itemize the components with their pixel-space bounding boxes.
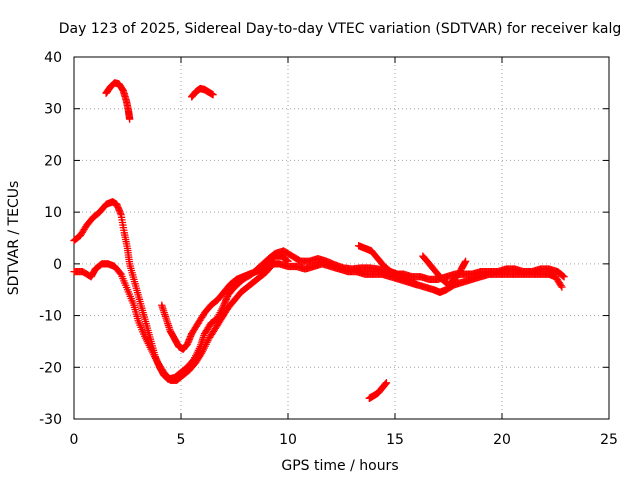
x-axis: 0 5 10 15 20 25 <box>70 57 618 448</box>
y-tick-label: 0 <box>53 257 62 273</box>
data-point <box>560 273 568 281</box>
plot-area <box>73 56 610 420</box>
x-tick-label: 25 <box>600 432 618 448</box>
grid <box>74 57 609 419</box>
data-point <box>283 256 291 265</box>
series-arc-high-descending <box>70 198 568 383</box>
data-point <box>382 379 391 387</box>
data-point <box>558 283 566 291</box>
y-tick-label: 30 <box>44 102 62 118</box>
data-point <box>412 280 421 289</box>
data-point <box>461 257 470 265</box>
x-axis-label: GPS time / hours <box>281 458 398 474</box>
series-arc-late-rise <box>419 252 470 289</box>
data-point <box>559 272 567 280</box>
y-axis-label: SDTVAR / TECUs <box>6 181 22 296</box>
x-tick-label: 0 <box>70 432 79 448</box>
x-tick-label: 20 <box>493 432 511 448</box>
chart-title: Day 123 of 2025, Sidereal Day-to-day VTE… <box>59 21 621 37</box>
y-tick-label: -10 <box>39 309 62 325</box>
series-arc-upper-early <box>102 79 134 123</box>
series-arc-mid-dip <box>158 252 292 353</box>
y-tick-label: 40 <box>44 50 62 66</box>
y-tick-label: -30 <box>39 412 62 428</box>
data-point <box>284 257 292 265</box>
x-tick-label: 5 <box>177 432 186 448</box>
data-points <box>70 79 568 402</box>
y-tick-label: 20 <box>44 153 62 169</box>
x-tick-label: 10 <box>279 432 297 448</box>
y-tick-label: -20 <box>39 360 62 376</box>
data-point <box>209 91 217 99</box>
series-arc-low-descending <box>70 260 566 384</box>
data-point <box>125 115 134 123</box>
series-arc-late-hump <box>354 242 421 289</box>
y-axis: -30 -20 -10 0 10 20 30 40 <box>39 50 609 428</box>
series-arc-isolated-low <box>365 379 391 402</box>
series-arc-upper-mid <box>188 84 217 101</box>
x-tick-label: 15 <box>386 432 404 448</box>
y-tick-label: 10 <box>44 205 62 221</box>
